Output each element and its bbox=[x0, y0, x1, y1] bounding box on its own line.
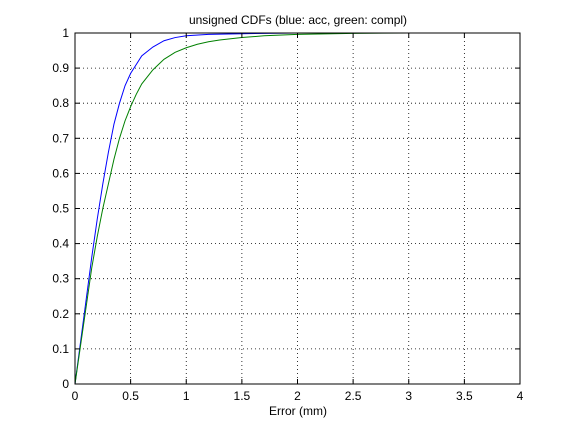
y-tick-label: 0.9 bbox=[52, 61, 69, 75]
y-tick-label: 1 bbox=[62, 26, 69, 40]
y-tick-label: 0.4 bbox=[52, 237, 69, 251]
y-tick-label: 0.1 bbox=[52, 342, 69, 356]
x-tick-label: 0.5 bbox=[122, 389, 139, 403]
y-tick-label: 0.5 bbox=[52, 202, 69, 216]
x-tick-label: 1.5 bbox=[234, 389, 251, 403]
chart-title: unsigned CDFs (blue: acc, green: compl) bbox=[189, 13, 407, 27]
x-axis-label: Error (mm) bbox=[269, 404, 327, 418]
y-tick-label: 0 bbox=[62, 377, 69, 391]
x-tick-label: 2 bbox=[294, 389, 301, 403]
x-tick-label: 1 bbox=[183, 389, 190, 403]
x-tick-label: 2.5 bbox=[345, 389, 362, 403]
x-tick-label: 3.5 bbox=[456, 389, 473, 403]
y-tick-label: 0.2 bbox=[52, 307, 69, 321]
series-line-1 bbox=[74, 32, 520, 385]
x-tick-label: 0 bbox=[72, 389, 79, 403]
x-tick-label: 4 bbox=[517, 389, 524, 403]
series-line-0 bbox=[74, 32, 354, 385]
y-tick-label: 0.6 bbox=[52, 166, 69, 180]
x-tick-label: 3 bbox=[405, 389, 412, 403]
plot-area: 0 0.5 1 1.5 2 2.5 3 3.5 4 0 0.1 0.2 0.3 0.4 0.5 0.6 0.7 0… bbox=[52, 26, 523, 403]
y-tick-label: 0.7 bbox=[52, 131, 69, 145]
y-tick-label: 0.8 bbox=[52, 96, 69, 110]
y-tick-label: 0.3 bbox=[52, 272, 69, 286]
